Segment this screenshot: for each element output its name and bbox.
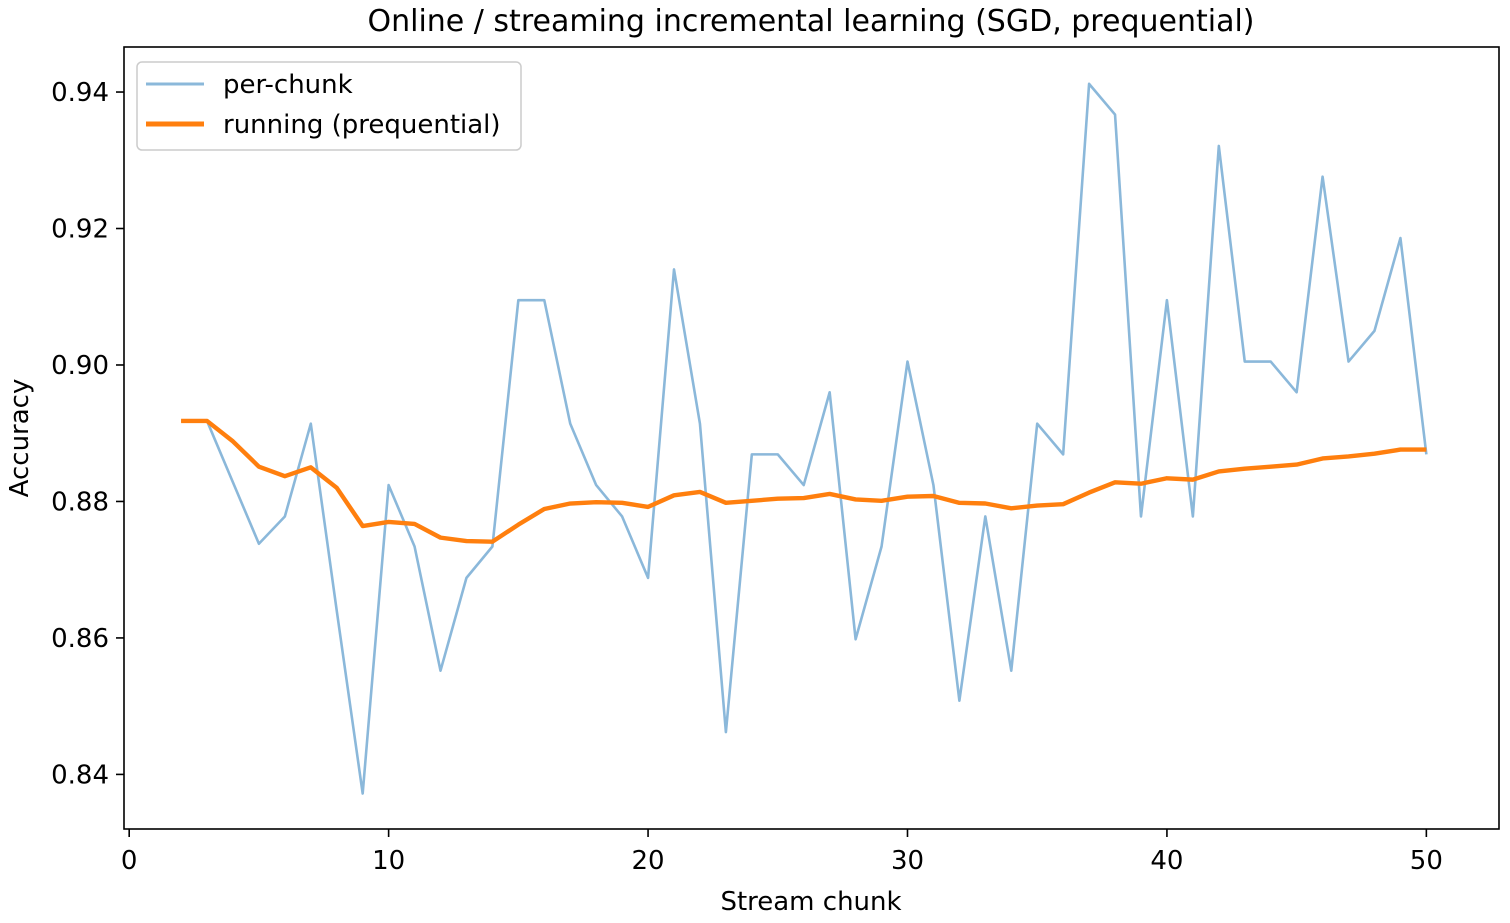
legend-label-running-prequential: running (prequential) xyxy=(223,110,501,140)
x-tick-label: 40 xyxy=(1150,846,1183,876)
series-line-running-prequential xyxy=(181,418,1427,544)
y-tick-label: 0.86 xyxy=(51,624,109,654)
x-axis: 0 10 20 30 40 50 xyxy=(121,829,1443,876)
plot-frame xyxy=(123,46,1500,830)
legend-label-per-chunk: per-chunk xyxy=(223,70,353,100)
y-tick-label: 0.94 xyxy=(51,78,109,108)
x-tick-label: 30 xyxy=(891,846,924,876)
x-axis-label: Stream chunk xyxy=(720,887,901,917)
chart-title: Online / streaming incremental learning … xyxy=(367,4,1254,39)
y-tick-label: 0.92 xyxy=(51,215,109,245)
x-tick-label: 0 xyxy=(121,846,138,876)
x-tick-label: 10 xyxy=(372,846,405,876)
y-tick-label: 0.90 xyxy=(51,351,109,381)
y-tick-label: 0.88 xyxy=(51,487,109,517)
y-axis: 0.84 0.86 0.88 0.90 0.92 0.94 xyxy=(51,78,124,790)
legend: per-chunk running (prequential) xyxy=(136,61,522,151)
y-tick-label: 0.84 xyxy=(51,760,109,790)
series-layer xyxy=(181,82,1428,795)
y-axis-label: Accuracy xyxy=(5,379,35,498)
plot-background xyxy=(124,47,1499,829)
legend-box xyxy=(136,61,522,151)
plot-area xyxy=(123,46,1500,830)
x-tick-label: 20 xyxy=(632,846,665,876)
series-line-per-chunk xyxy=(181,82,1428,795)
x-tick-label: 50 xyxy=(1410,846,1443,876)
